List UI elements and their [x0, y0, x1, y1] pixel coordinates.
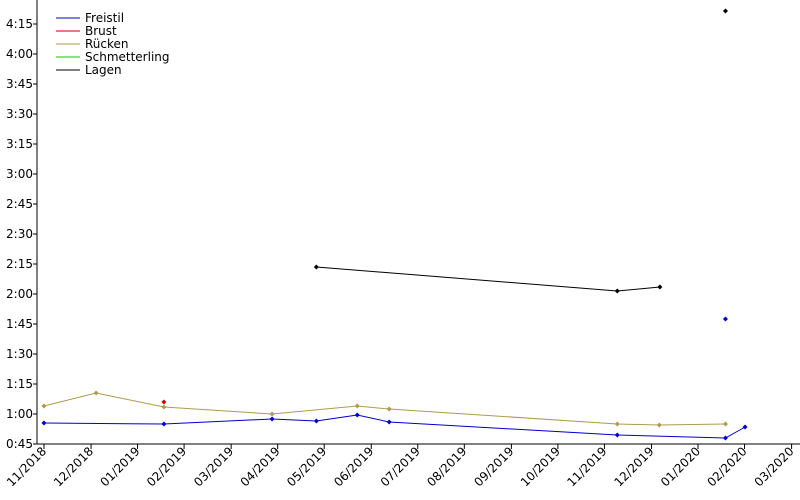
legend-label: Rücken [85, 37, 129, 51]
point [269, 411, 275, 417]
point [614, 432, 620, 438]
point [722, 8, 728, 14]
y-tick-label: 2:45 [6, 197, 33, 211]
point [722, 435, 728, 441]
y-tick-label: 4:00 [6, 47, 33, 61]
x-tick-label: 01/2020 [658, 444, 703, 489]
y-tick-label: 3:00 [6, 167, 33, 181]
y-tick-label: 2:15 [6, 257, 33, 271]
y-tick-label: 4:15 [6, 17, 33, 31]
x-tick-label: 08/2019 [424, 444, 469, 489]
y-tick-label: 2:00 [6, 287, 33, 301]
point [161, 399, 167, 405]
x-tick-label: 02/2019 [144, 444, 189, 489]
x-tick-label: 04/2019 [238, 444, 283, 489]
legend-label: Schmetterling [85, 50, 170, 64]
y-tick-label: 1:15 [6, 377, 33, 391]
point [354, 403, 360, 409]
y-tick-label: 3:15 [6, 137, 33, 151]
series-line [43, 392, 726, 426]
point [354, 412, 360, 418]
point [386, 406, 392, 412]
legend-label: Freistil [85, 11, 124, 25]
y-tick-label: 3:45 [6, 77, 33, 91]
y-tick-label: 1:30 [6, 347, 33, 361]
point [614, 288, 620, 294]
point [722, 421, 728, 427]
point [722, 316, 728, 322]
series-line [43, 414, 746, 439]
legend-label: Lagen [85, 63, 122, 77]
point [313, 418, 319, 424]
y-tick-label: 1:00 [6, 407, 33, 421]
point [41, 403, 47, 409]
y-tick-label: 3:30 [6, 107, 33, 121]
y-tick-label: 0:45 [6, 437, 33, 451]
point [161, 404, 167, 410]
point [313, 264, 319, 270]
x-tick-label: 11/2019 [564, 444, 609, 489]
point [656, 422, 662, 428]
legend-label: Brust [85, 24, 117, 38]
y-tick-label: 1:45 [6, 317, 33, 331]
point [386, 419, 392, 425]
point [93, 390, 99, 396]
y-tick-label: 2:30 [6, 227, 33, 241]
x-tick-label: 12/2019 [611, 444, 656, 489]
series-line [316, 266, 660, 292]
point [614, 421, 620, 427]
x-tick-label: 07/2019 [378, 444, 423, 489]
point [742, 424, 748, 430]
point [161, 421, 167, 427]
point [41, 420, 47, 426]
x-tick-label: 06/2019 [331, 444, 376, 489]
x-tick-label: 01/2019 [98, 444, 143, 489]
x-tick-label: 05/2019 [284, 444, 329, 489]
point [269, 416, 275, 422]
x-tick-label: 03/2020 [752, 444, 797, 489]
x-tick-label: 12/2018 [51, 444, 96, 489]
x-tick-label: 09/2019 [471, 444, 516, 489]
x-tick-label: 10/2019 [518, 444, 563, 489]
x-tick-label: 02/2020 [704, 444, 749, 489]
x-tick-label: 03/2019 [191, 444, 236, 489]
point [657, 284, 663, 290]
